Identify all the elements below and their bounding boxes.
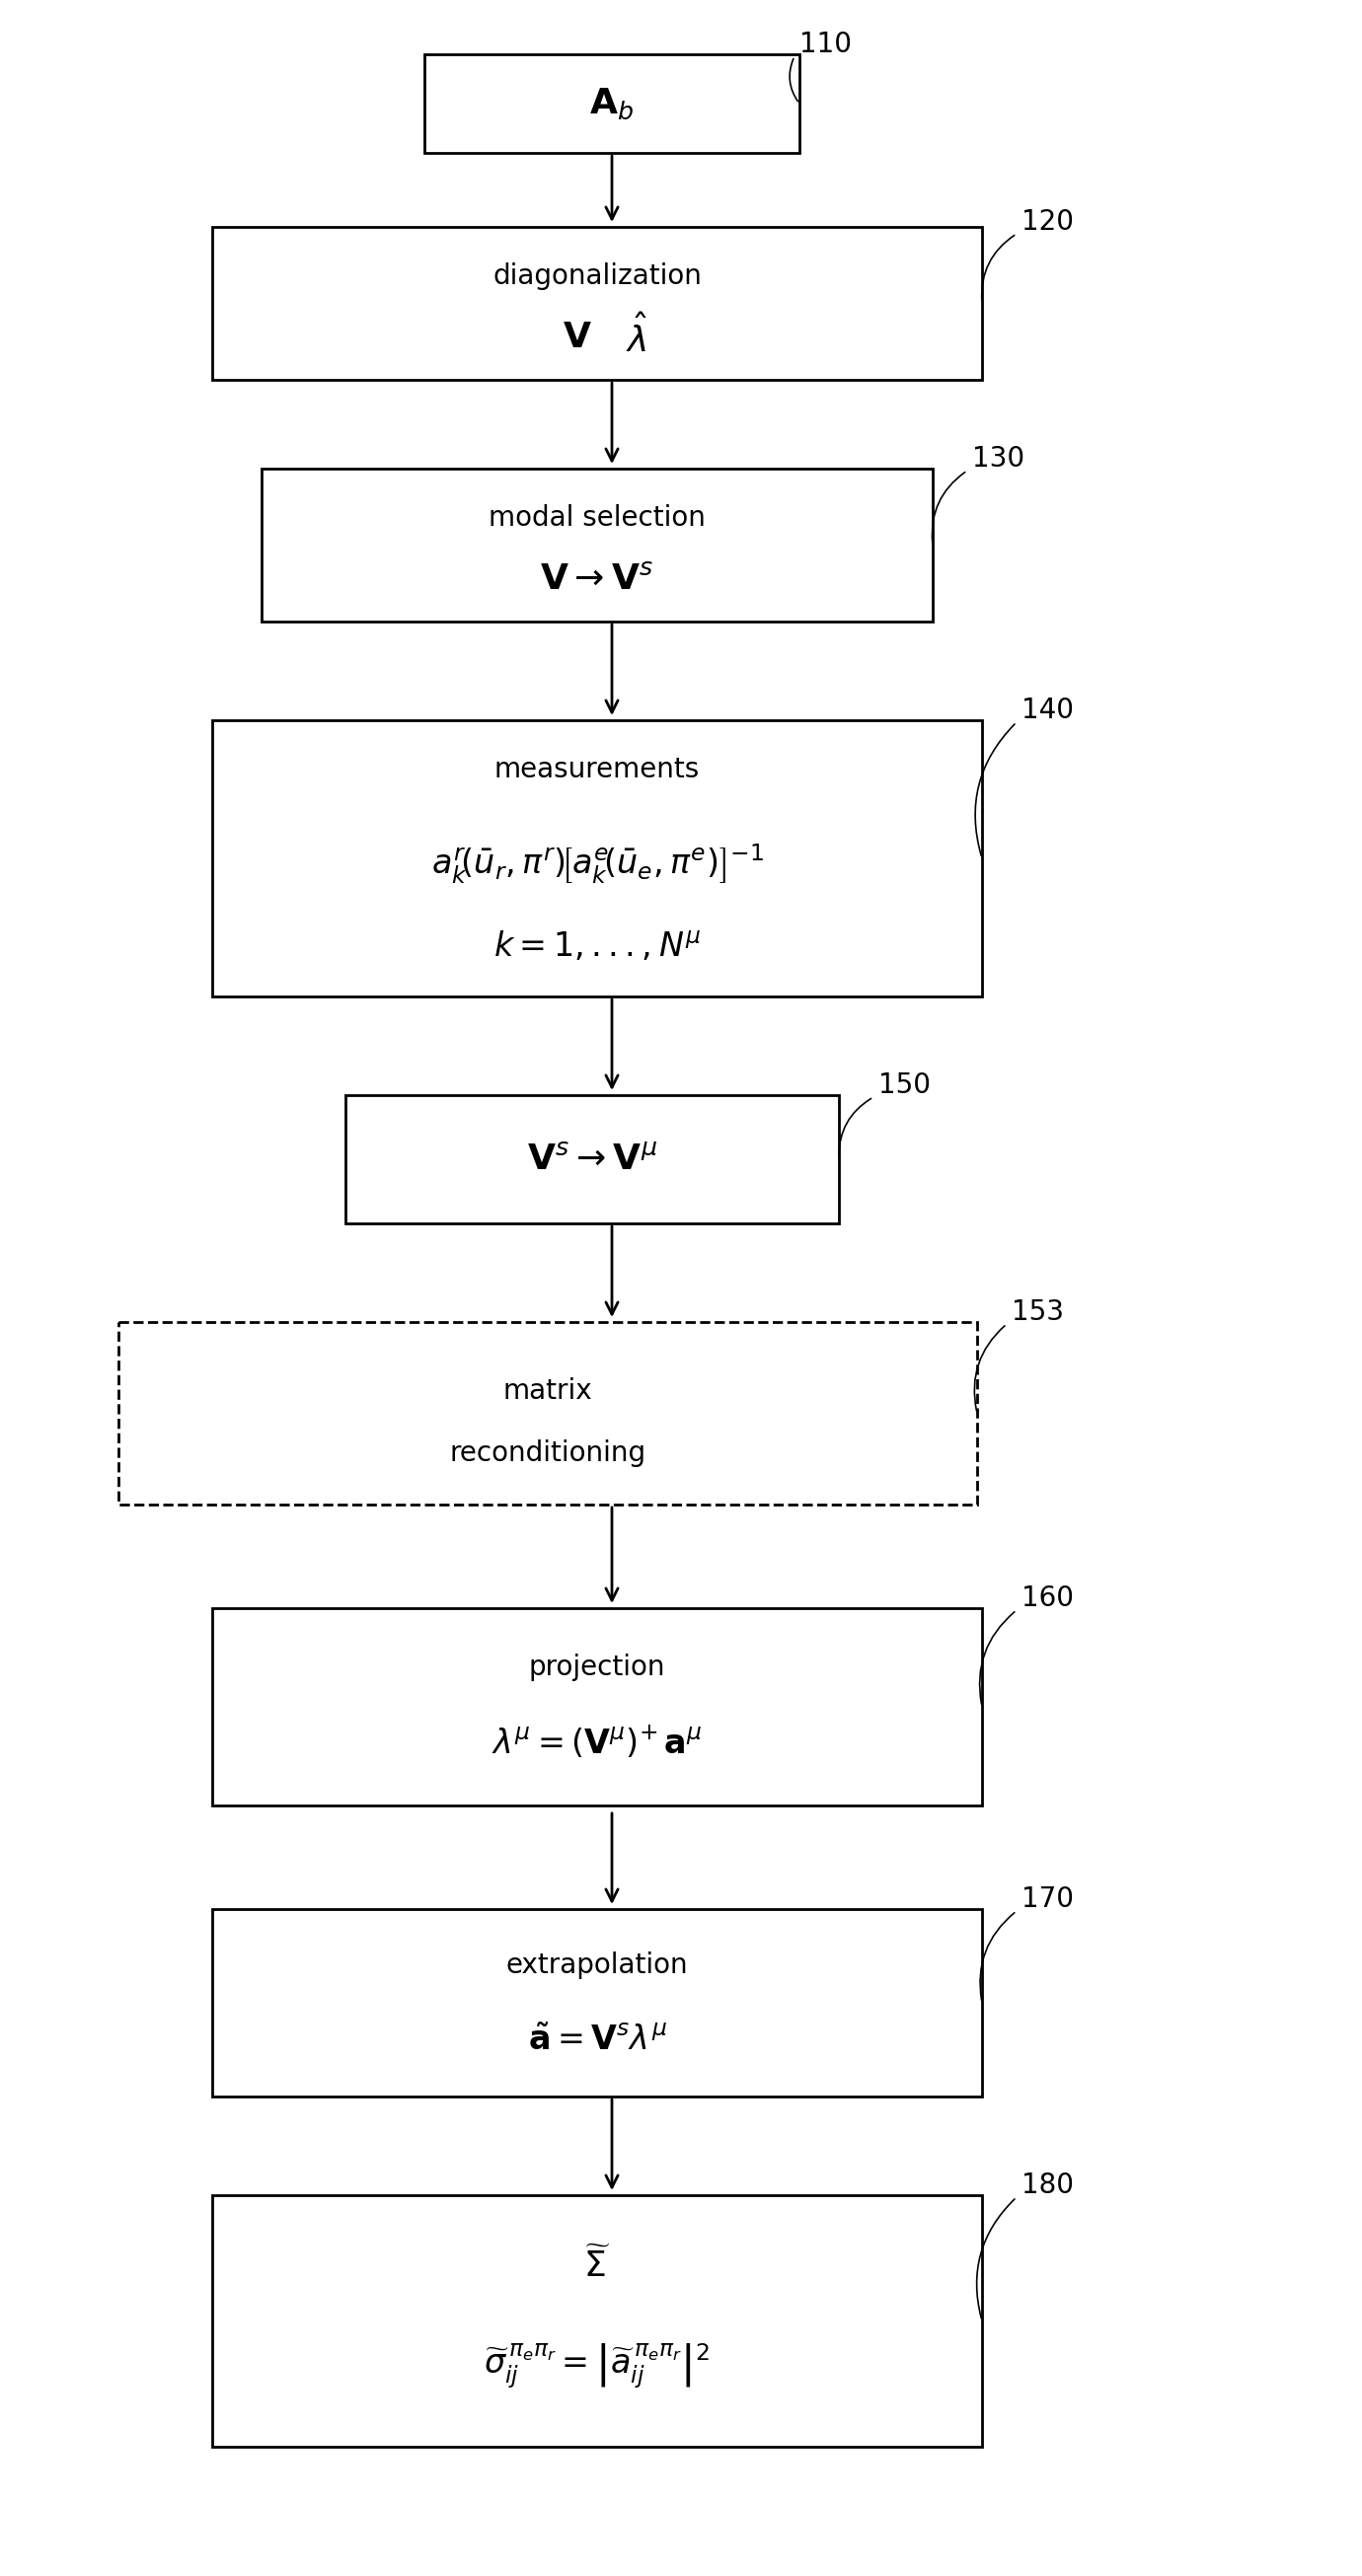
Text: modal selection: modal selection xyxy=(489,505,706,531)
Text: $\mathbf{V}$: $\mathbf{V}$ xyxy=(563,319,592,353)
Text: $\widetilde{\Sigma}$: $\widetilde{\Sigma}$ xyxy=(583,2246,610,2285)
Bar xyxy=(212,1607,982,1806)
Text: matrix: matrix xyxy=(503,1378,592,1404)
Text: $\mathbf{V} \rightarrow \mathbf{V}^s$: $\mathbf{V} \rightarrow \mathbf{V}^s$ xyxy=(541,562,654,595)
Text: 130: 130 xyxy=(972,446,1024,471)
Text: $\lambda^\mu = \left(\mathbf{V}^\mu\right)^{\!+}\mathbf{a}^\mu$: $\lambda^\mu = \left(\mathbf{V}^\mu\righ… xyxy=(492,1723,703,1759)
Bar xyxy=(262,469,933,621)
Text: reconditioning: reconditioning xyxy=(449,1440,646,1468)
Text: measurements: measurements xyxy=(494,757,700,783)
Bar xyxy=(346,1095,839,1224)
Text: $\mathbf{A}_b$: $\mathbf{A}_b$ xyxy=(590,85,635,121)
Bar xyxy=(212,721,982,997)
Text: 140: 140 xyxy=(1022,696,1073,724)
Bar xyxy=(118,1321,977,1504)
Bar xyxy=(212,1909,982,2097)
Text: $\hat{\lambda}$: $\hat{\lambda}$ xyxy=(625,314,647,358)
Bar xyxy=(212,227,982,379)
Text: 150: 150 xyxy=(878,1072,930,1100)
Text: 180: 180 xyxy=(1022,2172,1073,2200)
Text: $k=1,...,N^\mu$: $k=1,...,N^\mu$ xyxy=(493,930,701,963)
Text: $a_k^r\!\left(\bar{u}_r,\pi^r\right)\!\left[a_k^e\!\left(\bar{u}_e,\pi^e\right)\: $a_k^r\!\left(\bar{u}_r,\pi^r\right)\!\l… xyxy=(430,842,763,886)
Text: projection: projection xyxy=(528,1654,666,1682)
Bar xyxy=(212,2195,982,2447)
Text: extrapolation: extrapolation xyxy=(507,1953,688,1978)
Text: 120: 120 xyxy=(1022,209,1073,237)
Text: 153: 153 xyxy=(1012,1298,1064,1327)
Text: $\mathbf{V}^s \rightarrow \mathbf{V}^\mu$: $\mathbf{V}^s \rightarrow \mathbf{V}^\mu… xyxy=(527,1144,658,1177)
Text: 170: 170 xyxy=(1022,1886,1073,1914)
Text: $\tilde{\mathbf{a}} = \mathbf{V}^s\lambda^\mu$: $\tilde{\mathbf{a}} = \mathbf{V}^s\lambd… xyxy=(527,2025,666,2056)
Bar xyxy=(425,54,799,152)
Text: 160: 160 xyxy=(1022,1584,1073,1613)
Text: diagonalization: diagonalization xyxy=(493,263,701,289)
Text: 110: 110 xyxy=(799,31,851,59)
Text: $\widetilde{\sigma}_{ij}^{\,\pi_e\pi_r} = \left|\widetilde{a}_{ij}^{\,\pi_e\pi_r: $\widetilde{\sigma}_{ij}^{\,\pi_e\pi_r} … xyxy=(484,2342,711,2391)
